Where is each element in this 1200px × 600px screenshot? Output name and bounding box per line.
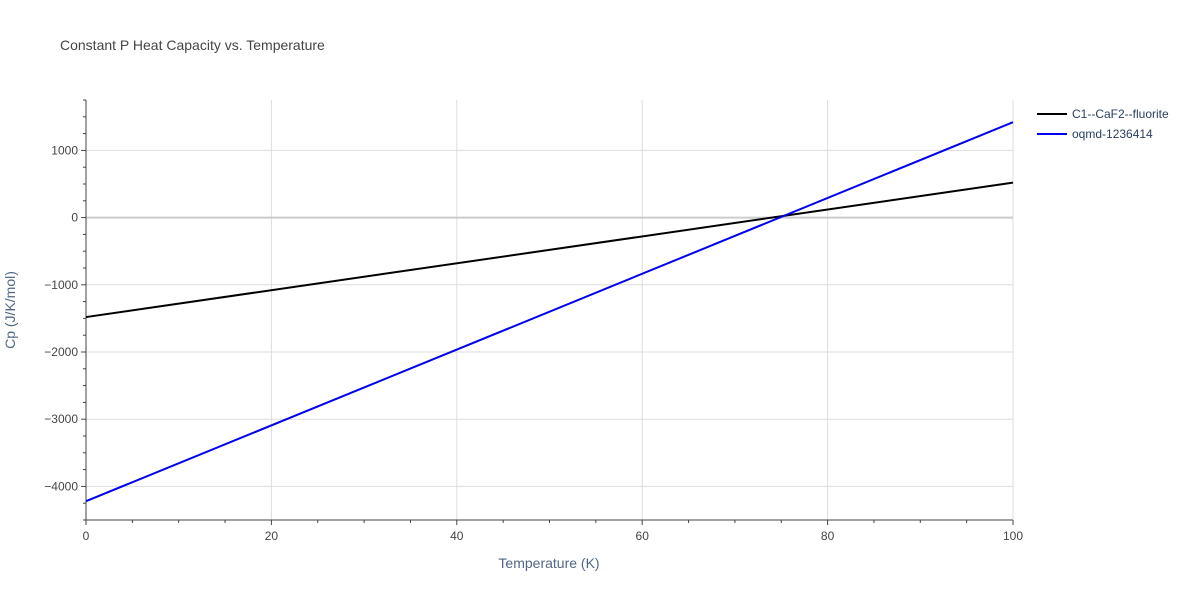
y-tick-label: −4000 (44, 479, 78, 493)
x-tick-label: 40 (450, 529, 464, 543)
x-tick-label: 100 (1003, 529, 1023, 543)
x-tick-label: 0 (83, 529, 90, 543)
series-layer (85, 121, 1014, 503)
legend-item-1[interactable]: C1--CaF2--fluorite (1037, 107, 1169, 121)
legend-label: C1--CaF2--fluorite (1072, 107, 1169, 121)
chart-title: Constant P Heat Capacity vs. Temperature (60, 37, 325, 53)
series-line-1 (85, 181, 1014, 319)
x-axis-title: Temperature (K) (498, 555, 599, 571)
legend-item-2[interactable]: oqmd-1236414 (1037, 127, 1153, 141)
y-axis-title: Cp (J/K/mol) (2, 271, 18, 349)
x-tick-label: 80 (821, 529, 835, 543)
legend[interactable]: C1--CaF2--fluorite oqmd-1236414 (1037, 107, 1169, 141)
y-tick-label: −1000 (44, 278, 78, 292)
y-tick-label: 1000 (51, 143, 78, 157)
y-tick-label: −2000 (44, 345, 78, 359)
x-tick-label: 60 (636, 529, 650, 543)
x-tick-label: 20 (265, 529, 279, 543)
series-line-2 (85, 121, 1014, 503)
legend-label: oqmd-1236414 (1072, 127, 1153, 141)
grid-layer (86, 100, 1014, 520)
y-tick-label: −3000 (44, 412, 78, 426)
y-tick-label: 0 (71, 211, 78, 225)
axes-layer: 0 20 40 60 80 100 −4000 −3000 −2000 −1000 0 1000 (44, 99, 1023, 543)
